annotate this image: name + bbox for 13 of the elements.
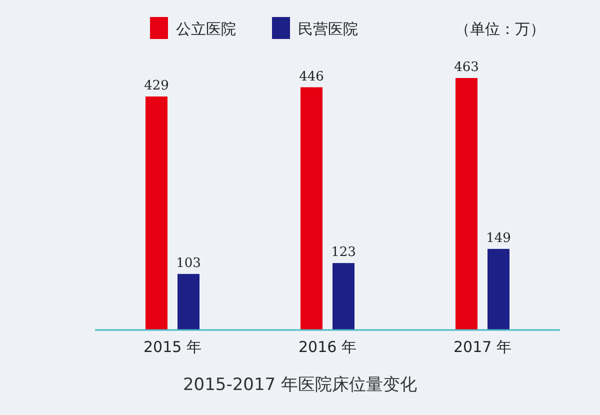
data-label: 463 <box>454 60 479 75</box>
data-label: 149 <box>486 230 511 246</box>
x-tick-label: 2016 年 <box>298 338 356 356</box>
data-label: 123 <box>331 245 356 260</box>
x-tick-label: 2017 年 <box>454 338 512 356</box>
data-label: 446 <box>299 69 324 84</box>
x-tick-label: 2015 年 <box>144 338 202 356</box>
data-label: 103 <box>176 256 201 271</box>
text: 2015-2017 年医院床位量变化 <box>182 375 418 395</box>
legend-label: 民营医院 <box>298 20 358 38</box>
legend-label: 公立医院 <box>176 20 236 38</box>
text: （单位：万） <box>455 20 545 38</box>
data-label: 429 <box>144 78 169 94</box>
